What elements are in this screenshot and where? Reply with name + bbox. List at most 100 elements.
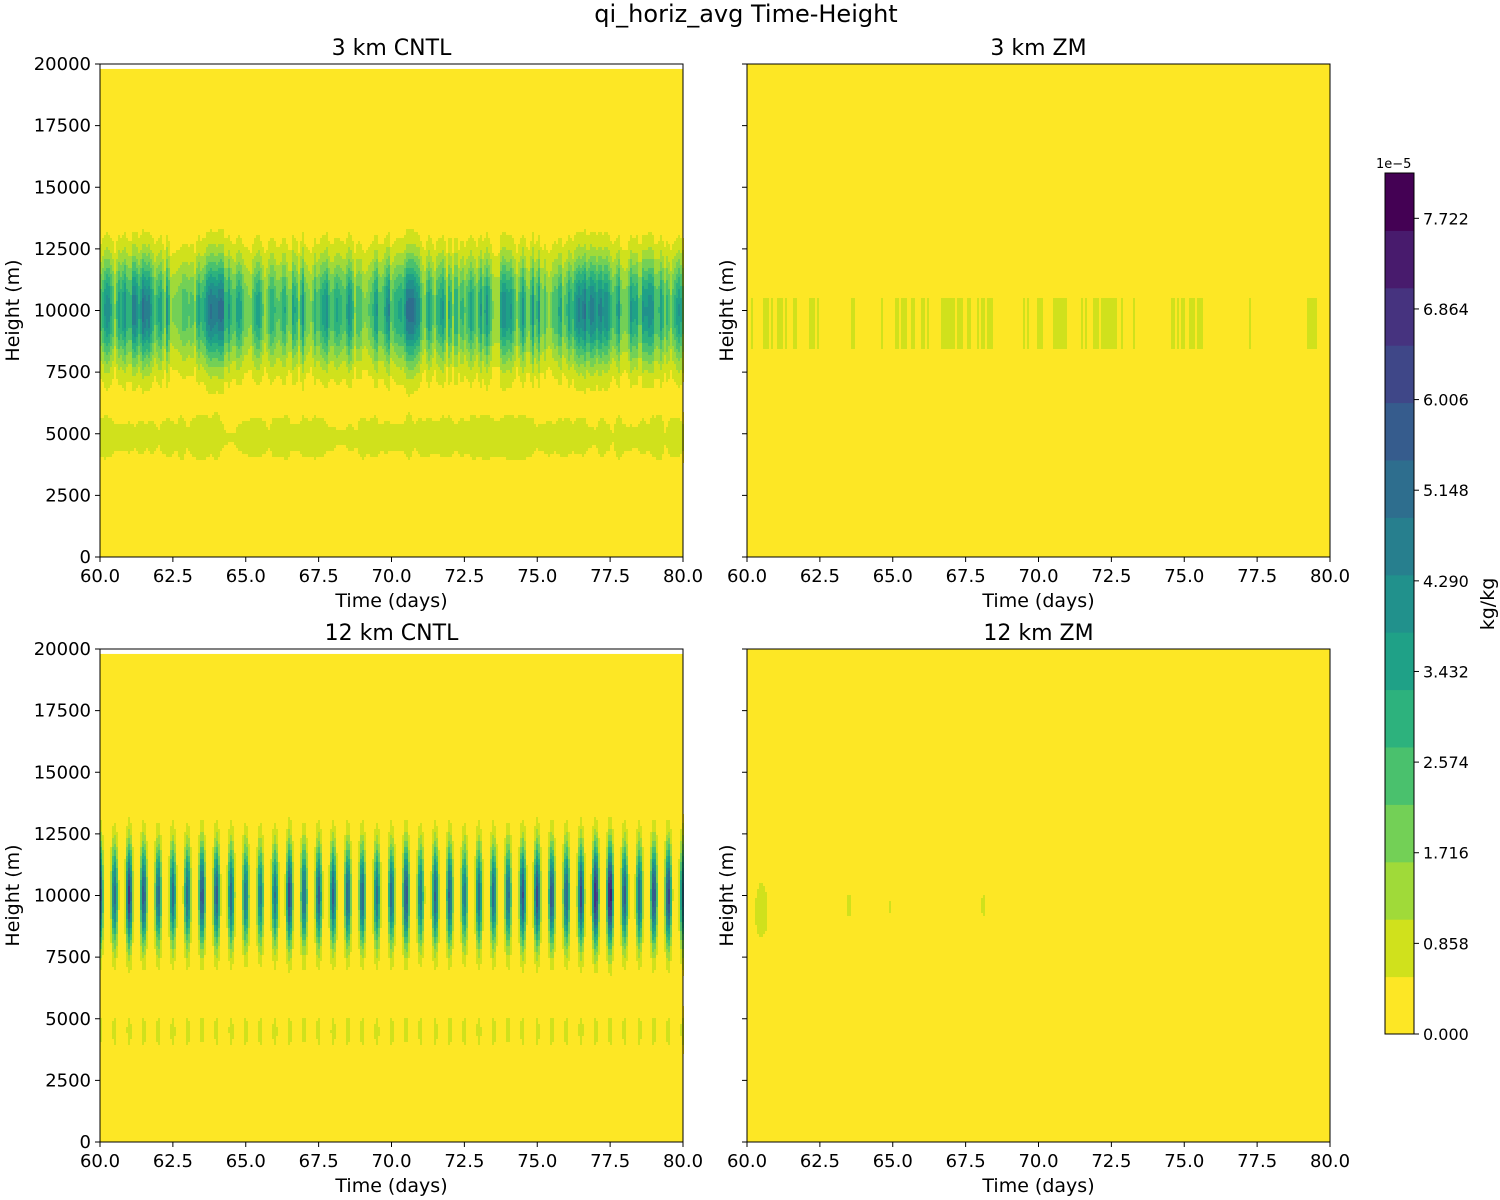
heatmap-cell (434, 295, 436, 328)
heatmap-cell (1063, 298, 1065, 349)
heatmap-cell (404, 421, 406, 454)
heatmap-cell (795, 286, 797, 298)
heatmap-cell (106, 328, 108, 337)
heatmap-cell (212, 868, 214, 925)
heatmap-cell (318, 406, 320, 418)
heatmap-cell (608, 271, 610, 280)
heatmap-cell (568, 250, 570, 262)
heatmap-cell (356, 349, 358, 361)
heatmap-cell (584, 331, 586, 340)
heatmap-cell (356, 334, 358, 349)
heatmap-cell (376, 418, 378, 457)
heatmap-cell (989, 349, 991, 358)
heatmap-cell (394, 268, 396, 280)
heatmap-cell (240, 385, 242, 397)
heatmap-cell (947, 286, 949, 298)
heatmap-cell (316, 379, 318, 388)
heatmap-cell (200, 232, 202, 241)
heatmap-cell (544, 424, 546, 454)
heatmap-cell (448, 337, 450, 346)
heatmap-cell (530, 295, 532, 325)
heatmap-cell (212, 457, 214, 466)
heatmap-cell (342, 349, 344, 361)
heatmap-cell (102, 913, 104, 928)
heatmap-cell (134, 271, 136, 277)
heatmap-cell (306, 247, 308, 265)
heatmap-cell (793, 349, 795, 358)
heatmap-cell (588, 301, 590, 319)
heatmap-cell (172, 928, 174, 934)
heatmap-cell (128, 919, 130, 922)
heatmap-cell (520, 256, 522, 268)
heatmap-cell (664, 337, 666, 355)
heatmap-cell (216, 919, 218, 925)
heatmap-cell (176, 412, 178, 424)
heatmap-cell (190, 421, 192, 454)
heatmap-cell (298, 367, 300, 379)
heatmap-cell (528, 352, 530, 373)
heatmap-cell (572, 409, 574, 424)
heatmap-cell (264, 244, 266, 253)
heatmap-cell (122, 262, 124, 271)
heatmap-cell (276, 298, 278, 322)
heatmap-cell (574, 271, 576, 280)
heatmap-cell (881, 298, 883, 349)
heatmap-cell (600, 232, 602, 247)
heatmap-cell (414, 367, 416, 376)
heatmap-cell (672, 418, 674, 457)
heatmap-cell (142, 1006, 144, 1018)
heatmap-cell (658, 307, 660, 313)
heatmap-cell (646, 235, 648, 250)
heatmap-cell (158, 1018, 160, 1045)
heatmap-cell (236, 286, 238, 298)
heatmap-cell (194, 418, 196, 457)
heatmap-cell (278, 376, 280, 385)
heatmap-cell (590, 271, 592, 277)
heatmap-cell (542, 352, 544, 373)
heatmap-cell (142, 943, 144, 952)
heatmap-cell (388, 316, 390, 331)
heatmap-cell (370, 235, 372, 244)
heatmap-cell (642, 343, 644, 352)
heatmap-cell (250, 325, 252, 346)
heatmap-cell (220, 394, 222, 421)
heatmap-cell (152, 265, 154, 277)
heatmap-cell (232, 244, 234, 259)
heatmap-cell (436, 256, 438, 268)
heatmap-cell (578, 256, 580, 265)
heatmap-cell (678, 361, 680, 373)
heatmap-cell (240, 286, 242, 301)
heatmap-cell (214, 946, 216, 955)
heatmap-cell (238, 232, 240, 235)
heatmap-cell (146, 331, 148, 340)
heatmap-cell (342, 271, 344, 286)
heatmap-cell (480, 373, 482, 388)
heatmap-cell (406, 331, 408, 340)
heatmap-cell (624, 331, 626, 352)
heatmap-cell (1189, 349, 1191, 358)
heatmap-cell (484, 355, 486, 367)
heatmap-cell (386, 361, 388, 373)
heatmap-cell (156, 925, 158, 931)
heatmap-cell (220, 298, 222, 322)
heatmap-cell (166, 373, 168, 388)
heatmap-cell (116, 337, 118, 349)
heatmap-cell (460, 349, 462, 364)
heatmap-cell (316, 244, 318, 262)
heatmap-cell (112, 454, 114, 463)
heatmap-cell (198, 415, 200, 460)
heatmap-cell (378, 409, 380, 424)
heatmap-cell (380, 262, 382, 277)
heatmap-cell (414, 262, 416, 271)
heatmap-cell (194, 241, 196, 253)
heatmap-cell (140, 301, 142, 319)
heatmap-cell (212, 358, 214, 367)
heatmap-cell (614, 424, 616, 451)
heatmap-cell (544, 235, 546, 244)
heatmap-cell (542, 424, 544, 451)
heatmap-cell (574, 388, 576, 421)
heatmap-cell (198, 865, 200, 880)
heatmap-cell (428, 370, 430, 388)
heatmap-cell (218, 361, 220, 367)
heatmap-cell (486, 346, 488, 355)
